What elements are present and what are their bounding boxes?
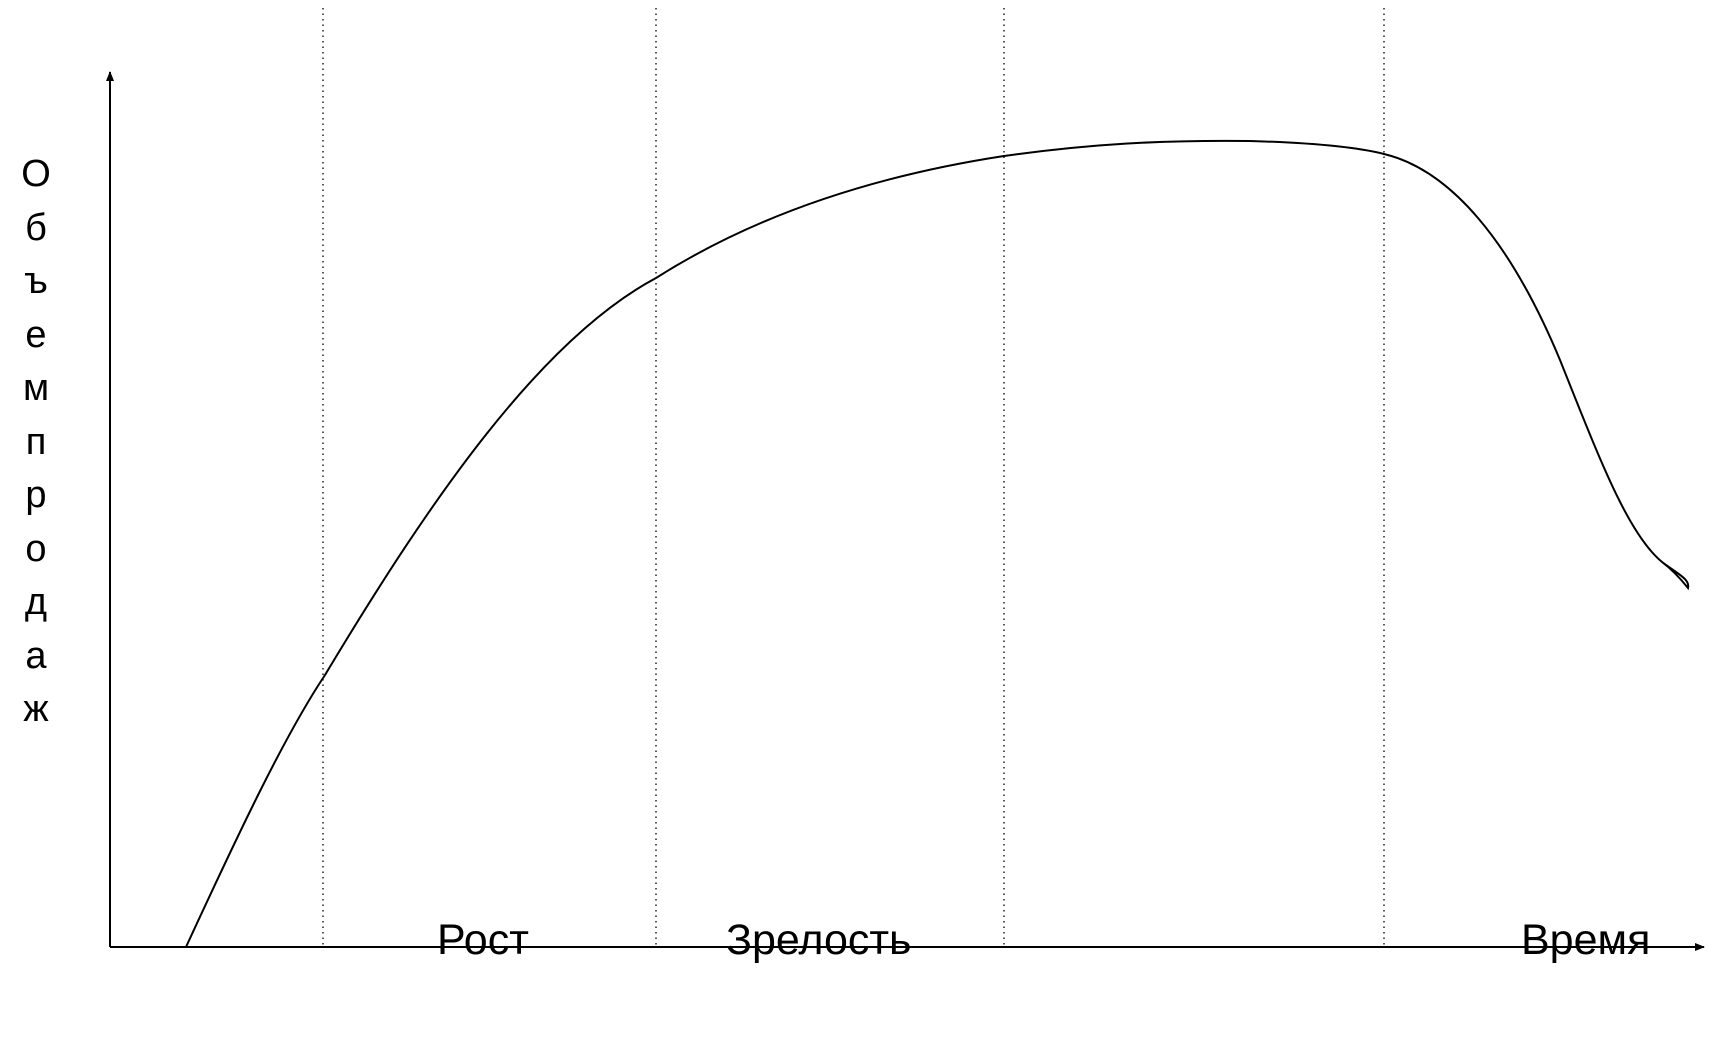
y-axis-label-glyph: ъ — [24, 260, 48, 302]
y-axis-label-glyph: О — [21, 153, 51, 195]
y-axis-label-glyph: п — [25, 420, 47, 463]
y-axis-label-glyph: м — [22, 367, 50, 409]
y-axis-label-glyph: ж — [23, 688, 49, 730]
y-axis-label-glyph: а — [25, 634, 47, 677]
y-axis-label-glyph: д — [24, 581, 48, 623]
y-axis-label-glyph: р — [25, 474, 47, 516]
y-axis-label-glyph: б — [25, 206, 47, 249]
sales-curve — [185, 139, 1690, 948]
x-axis-label: Время — [1521, 916, 1651, 964]
stage-label-maturity: Зрелость — [726, 916, 912, 964]
y-axis-label-glyph: е — [25, 313, 47, 356]
y-axis-label-glyph: о — [25, 527, 47, 570]
stage-label-growth: Рост — [437, 916, 529, 964]
